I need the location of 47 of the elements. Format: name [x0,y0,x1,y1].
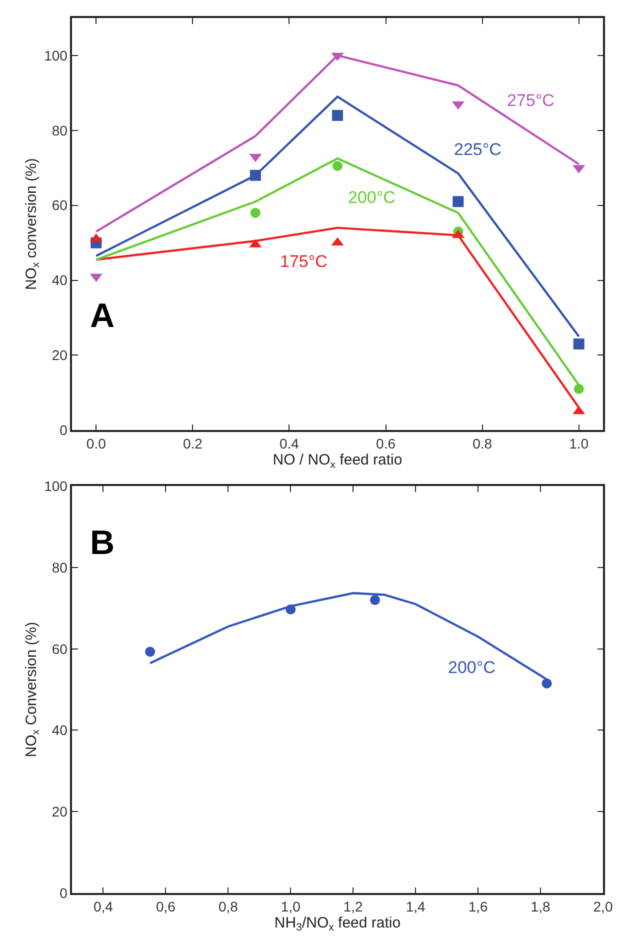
y-tick-label: 20 [52,347,68,364]
x-axis-title: NH$_{3}$/NO$_{x}$ feed ratio [274,914,401,934]
y-tick-label: 100 [44,478,68,494]
x-tick-label: 1,0 [280,898,301,915]
point [332,160,342,171]
x-tick-label: 1,4 [406,898,426,915]
point [145,646,156,657]
series-label: 175°C [280,252,328,271]
x-tick-label: 2,0 [593,898,613,915]
x-tick-label: 1,2 [343,898,364,915]
y-tick-label: 80 [52,122,68,138]
x-tick-label: 0.6 [376,436,396,452]
x-tick-label: 1,6 [468,898,488,915]
point [332,110,343,121]
series-label: 275°C [507,91,554,110]
point [250,208,260,218]
y-tick-label: 0 [60,884,68,901]
x-tick-label: 0.4 [279,436,300,452]
x-tick-label: 0.8 [472,436,492,452]
point [574,384,584,394]
x-tick-label: 0,6 [156,898,176,915]
point [573,338,584,350]
point [542,678,552,688]
y-tick-label: 40 [52,722,68,738]
annotation: A [90,297,115,335]
y-tick-label: 80 [52,559,68,576]
point [286,604,296,614]
point [370,595,380,606]
x-tick-label: 0,8 [218,898,238,915]
series-label: 200°C [448,658,496,677]
y-tick-label: 40 [52,272,68,288]
annotation: B [90,524,115,562]
y-tick-label: 20 [52,804,68,820]
x-tick-label: 0.0 [86,436,106,452]
y-tick-label: 60 [52,640,68,657]
y-tick-label: 0 [60,422,68,438]
x-tick-label: 1,8 [530,898,550,915]
x-axis-title: NO / NO$_{x}$ feed ratio [272,452,402,471]
x-tick-label: 1.0 [569,436,589,452]
y-tick-label: 100 [44,47,68,64]
point [452,196,464,208]
x-tick-label: 0.2 [182,436,203,452]
series-label: 225°C [454,140,502,159]
y-tick-label: 60 [52,197,68,214]
point [250,170,261,181]
x-tick-label: 0,4 [94,898,114,915]
series-label: 200°C [348,188,396,207]
